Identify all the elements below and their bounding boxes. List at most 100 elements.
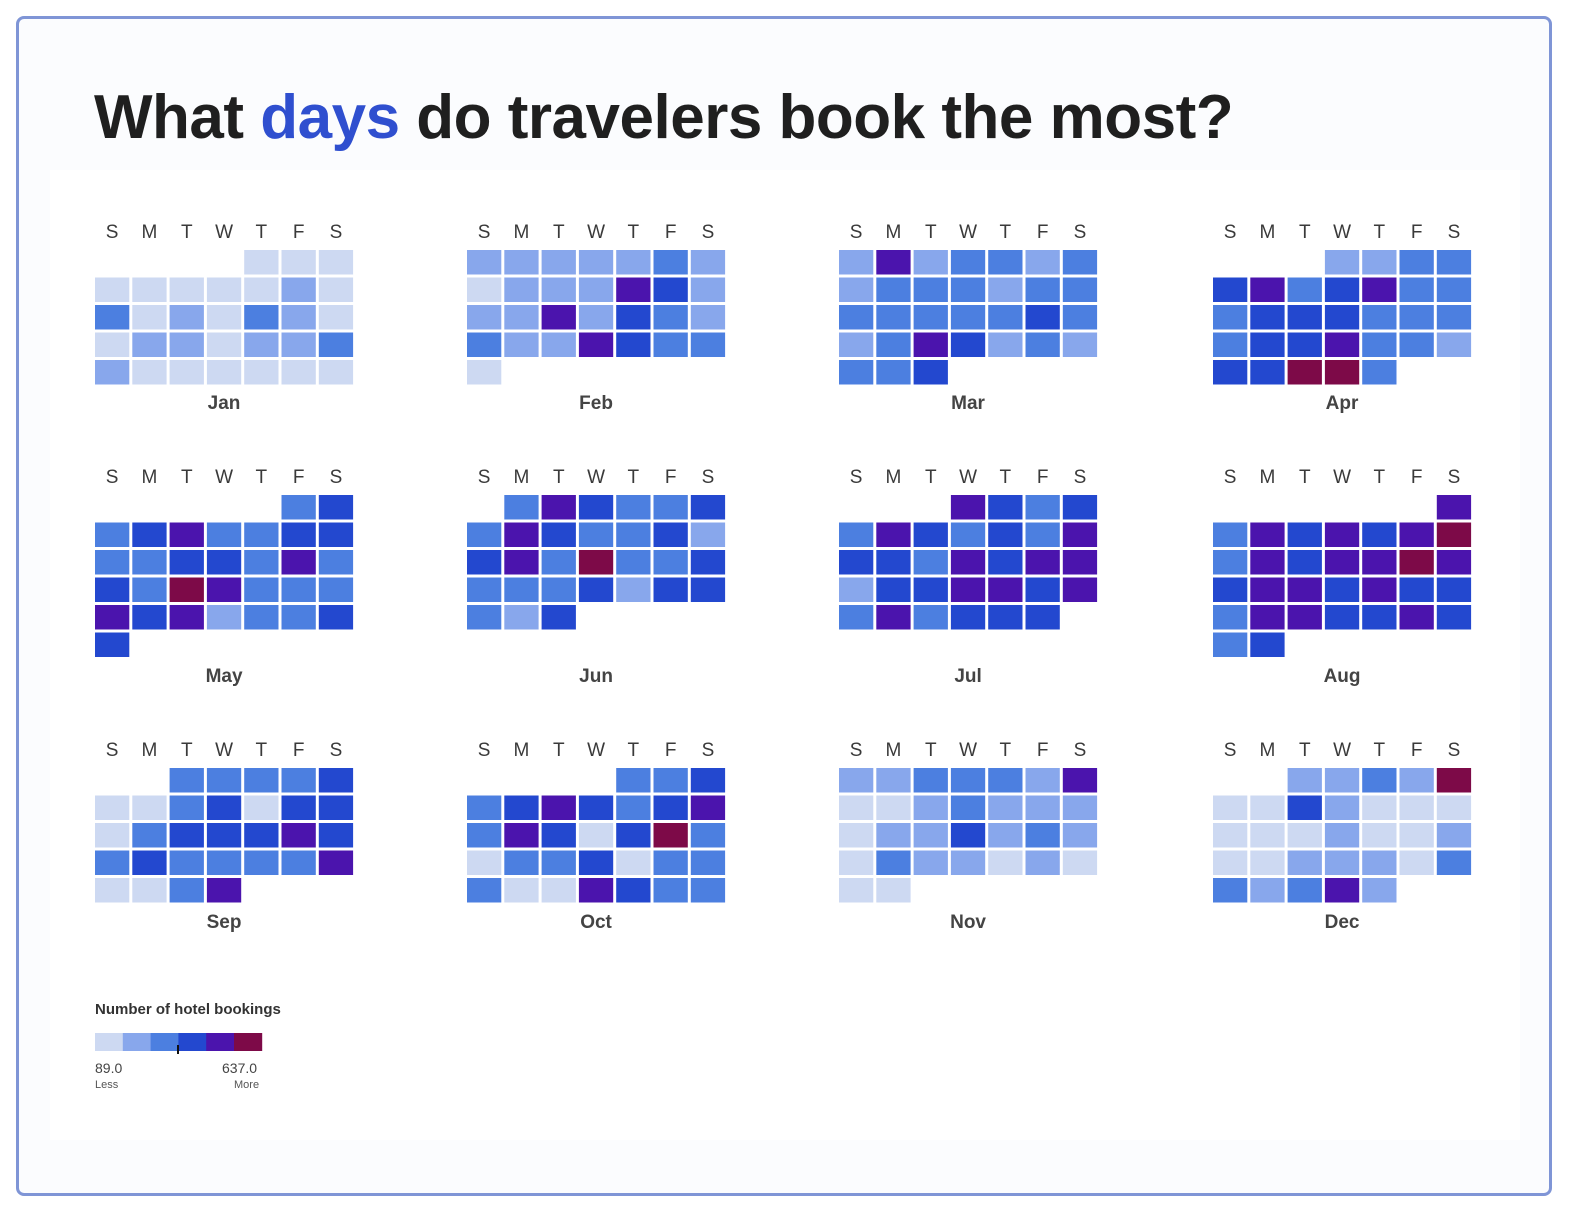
day-cell — [318, 332, 354, 357]
day-cell — [876, 823, 911, 848]
day-cell — [876, 878, 911, 903]
day-cell — [1362, 522, 1397, 547]
day-cell — [1399, 768, 1434, 793]
day-cell — [616, 305, 651, 330]
day-cell — [876, 305, 911, 330]
month-label: Apr — [1326, 393, 1359, 414]
month-label: Oct — [580, 912, 612, 933]
day-cell — [281, 795, 316, 820]
weekday-label: S — [702, 222, 715, 243]
day-cell — [1399, 795, 1434, 820]
day-cell — [504, 878, 539, 903]
weekday-label: T — [925, 740, 937, 761]
day-cell — [1025, 850, 1060, 875]
day-cell — [541, 795, 576, 820]
day-cell — [244, 823, 279, 848]
day-cell — [169, 795, 204, 820]
day-cell — [1324, 360, 1360, 385]
day-cell — [1062, 795, 1098, 820]
weekday-label: T — [925, 467, 937, 488]
month-label: Dec — [1325, 912, 1360, 933]
day-cell — [541, 605, 576, 630]
day-cell — [1250, 332, 1285, 357]
day-cell — [839, 522, 874, 547]
day-cell — [1436, 522, 1472, 547]
day-cell — [1250, 577, 1285, 602]
day-cell — [653, 305, 688, 330]
day-cell — [467, 250, 502, 275]
day-cell — [1287, 332, 1322, 357]
day-cell — [1287, 768, 1322, 793]
day-cell — [839, 850, 874, 875]
day-cell — [1324, 878, 1360, 903]
weekday-label: S — [1448, 740, 1461, 761]
day-cell — [876, 250, 911, 275]
weekday-label: S — [1074, 740, 1087, 761]
day-cell — [1436, 305, 1472, 330]
legend-less-label: Less — [95, 1079, 119, 1091]
day-cell — [690, 850, 726, 875]
day-cell — [467, 878, 502, 903]
month-dec: S M T W T F S Dec — [1213, 740, 1472, 933]
day-cell — [950, 605, 986, 630]
day-cell — [1213, 878, 1248, 903]
day-cell — [1399, 605, 1434, 630]
day-cell — [988, 550, 1023, 575]
day-cell — [950, 768, 986, 793]
day-cell — [1025, 795, 1060, 820]
day-cell — [1287, 795, 1322, 820]
day-cell — [1436, 795, 1472, 820]
day-cell — [244, 768, 279, 793]
day-cell — [578, 795, 614, 820]
weekday-label: W — [587, 222, 605, 243]
day-cell — [616, 768, 651, 793]
day-cell — [169, 605, 204, 630]
weekday-label: T — [181, 467, 193, 488]
day-cell — [318, 577, 354, 602]
day-cell — [281, 605, 316, 630]
day-cell — [132, 878, 167, 903]
day-cell — [1062, 522, 1098, 547]
day-cell — [950, 277, 986, 302]
day-cell — [1324, 850, 1360, 875]
day-cell — [169, 823, 204, 848]
day-cell — [504, 850, 539, 875]
day-cell — [1399, 305, 1434, 330]
day-cell — [1213, 605, 1248, 630]
weekday-label: S — [850, 740, 863, 761]
day-cell — [913, 795, 948, 820]
weekday-label: T — [1299, 740, 1311, 761]
day-cell — [988, 823, 1023, 848]
day-cell — [1287, 360, 1322, 385]
day-cell — [1250, 305, 1285, 330]
day-cell — [1436, 768, 1472, 793]
weekday-label: F — [1411, 740, 1423, 761]
day-cell — [690, 577, 726, 602]
day-cell — [653, 768, 688, 793]
day-cell — [1287, 550, 1322, 575]
day-cell — [1324, 577, 1360, 602]
day-cell — [95, 878, 130, 903]
day-cell — [1324, 605, 1360, 630]
legend-swatch — [234, 1033, 263, 1051]
day-cell — [132, 550, 167, 575]
weekday-label: T — [628, 467, 640, 488]
day-cell — [578, 850, 614, 875]
day-cell — [541, 550, 576, 575]
day-cell — [690, 277, 726, 302]
day-cell — [1250, 795, 1285, 820]
day-cell — [169, 850, 204, 875]
day-cell — [541, 522, 576, 547]
day-cell — [1062, 277, 1098, 302]
day-cell — [1062, 768, 1098, 793]
day-cell — [206, 550, 242, 575]
day-cell — [1362, 550, 1397, 575]
day-cell — [1324, 277, 1360, 302]
day-cell — [95, 632, 130, 657]
day-cell — [1436, 605, 1472, 630]
weekday-label: W — [215, 222, 233, 243]
day-cell — [541, 850, 576, 875]
day-cell — [839, 605, 874, 630]
day-cell — [1287, 823, 1322, 848]
